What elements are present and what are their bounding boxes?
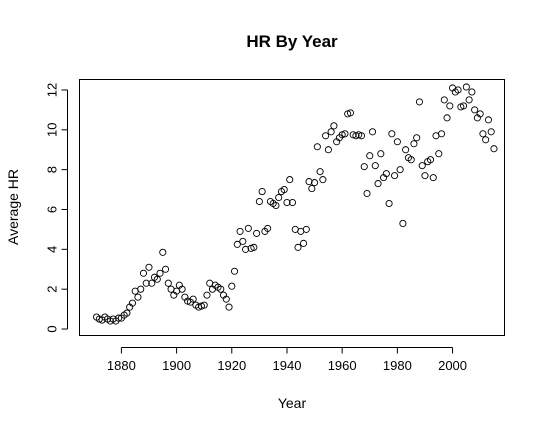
data-point <box>325 147 331 153</box>
x-tick-label: 1940 <box>273 358 302 373</box>
data-point <box>138 286 144 292</box>
data-point <box>309 185 315 191</box>
data-point <box>314 144 320 150</box>
data-point <box>320 177 326 183</box>
x-tick-label: 1960 <box>328 358 357 373</box>
data-point <box>463 84 469 90</box>
data-point <box>140 270 146 276</box>
data-point <box>300 240 306 246</box>
data-point <box>295 244 301 250</box>
data-point <box>328 129 334 135</box>
data-point <box>135 294 141 300</box>
data-point <box>157 270 163 276</box>
data-point <box>472 107 478 113</box>
data-point <box>240 238 246 244</box>
data-point <box>367 153 373 159</box>
data-point <box>231 268 237 274</box>
y-tick-label: 10 <box>45 123 60 137</box>
data-point <box>444 115 450 121</box>
data-point <box>317 169 323 175</box>
data-point <box>394 139 400 145</box>
data-point <box>488 129 494 135</box>
chart-title: HR By Year <box>246 32 338 51</box>
data-point <box>160 249 166 255</box>
y-tick-label: 6 <box>45 206 60 213</box>
data-point <box>483 137 489 143</box>
data-point <box>323 133 329 139</box>
data-point <box>369 129 375 135</box>
data-point <box>441 97 447 103</box>
data-point <box>256 198 262 204</box>
data-point <box>491 146 497 152</box>
plot-area <box>80 80 505 336</box>
y-tick-label: 12 <box>45 83 60 97</box>
x-axis-label: Year <box>278 395 307 411</box>
y-axis-label: Average HR <box>5 169 21 245</box>
data-point <box>254 230 260 236</box>
data-point <box>259 188 265 194</box>
y-tick-label: 4 <box>45 246 60 253</box>
data-point <box>414 135 420 141</box>
data-point <box>480 131 486 137</box>
data-point <box>361 164 367 170</box>
y-axis: 0 2 4 6 8 10 12 <box>45 83 68 333</box>
data-point <box>245 225 251 231</box>
data-point <box>485 117 491 123</box>
x-tick-label: 1900 <box>162 358 191 373</box>
data-point <box>378 151 384 157</box>
data-point <box>403 147 409 153</box>
data-point <box>276 194 282 200</box>
data-point <box>469 89 475 95</box>
x-tick-label: 1920 <box>217 358 246 373</box>
data-point <box>226 304 232 310</box>
data-point <box>386 200 392 206</box>
data-point <box>400 220 406 226</box>
y-tick-label: 8 <box>45 166 60 173</box>
data-point <box>438 131 444 137</box>
x-tick-label: 1880 <box>107 358 136 373</box>
data-point <box>331 123 337 129</box>
data-point <box>146 264 152 270</box>
data-point <box>466 97 472 103</box>
data-point <box>375 180 381 186</box>
data-point <box>389 131 395 137</box>
data-point <box>372 163 378 169</box>
x-tick-label: 1980 <box>383 358 412 373</box>
data-points <box>93 84 497 324</box>
data-point <box>229 283 235 289</box>
data-point <box>165 280 171 286</box>
data-point <box>419 163 425 169</box>
data-point <box>237 228 243 234</box>
data-point <box>364 190 370 196</box>
data-point <box>397 167 403 173</box>
data-point <box>392 173 398 179</box>
data-point <box>303 226 309 232</box>
data-point <box>287 177 293 183</box>
x-tick-label: 2000 <box>438 358 467 373</box>
data-point <box>204 292 210 298</box>
x-axis: 1880 1900 1920 1940 1960 1980 2000 <box>107 348 467 374</box>
y-tick-label: 0 <box>45 325 60 332</box>
y-tick-label: 2 <box>45 286 60 293</box>
data-point <box>411 141 417 147</box>
data-point <box>162 266 168 272</box>
data-point <box>422 173 428 179</box>
data-point <box>436 151 442 157</box>
data-point <box>447 103 453 109</box>
data-point <box>430 175 436 181</box>
data-point <box>416 99 422 105</box>
